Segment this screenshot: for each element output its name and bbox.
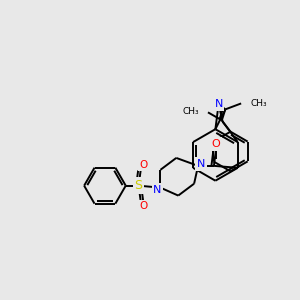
Text: N: N [197, 159, 205, 169]
Text: CH₃: CH₃ [182, 107, 199, 116]
Text: O: O [140, 202, 148, 212]
Text: O: O [212, 139, 220, 149]
Text: N: N [214, 99, 223, 109]
Text: S: S [135, 179, 142, 192]
Text: CH₃: CH₃ [250, 99, 267, 108]
Text: O: O [140, 160, 148, 170]
Text: N: N [153, 184, 162, 195]
